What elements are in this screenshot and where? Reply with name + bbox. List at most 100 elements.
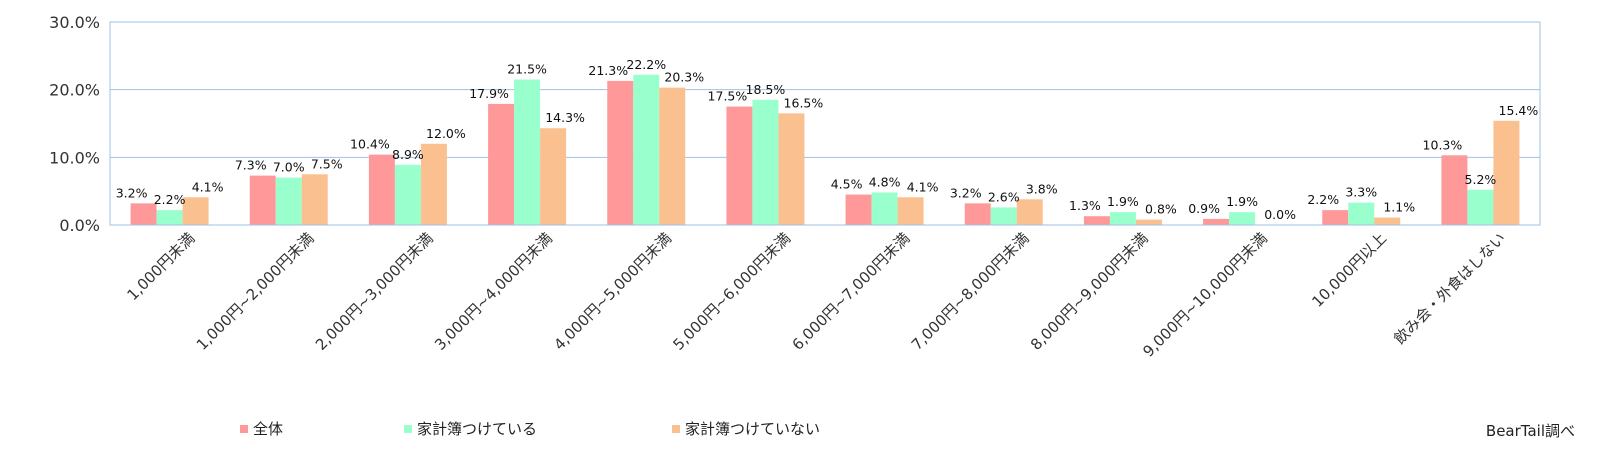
gridlines	[110, 89, 1540, 158]
x-tick-label: 2,000円~3,000円未満	[312, 229, 437, 354]
x-tick-label: 1,000円未満	[123, 229, 198, 304]
bar	[1016, 199, 1043, 225]
data-label: 4.1%	[907, 179, 939, 194]
y-tick-label: 0.0%	[59, 216, 100, 235]
bar	[659, 87, 686, 226]
x-axis: 1,000円未満1,000円~2,000円未満2,000円~3,000円未満3,…	[110, 224, 1540, 361]
data-label: 3.2%	[116, 185, 148, 200]
bar	[964, 203, 991, 225]
data-label: 10.3%	[1423, 137, 1463, 152]
bar	[1374, 217, 1401, 225]
x-tick-label: 4,000円~5,000円未満	[550, 229, 675, 354]
y-tick-label: 10.0%	[49, 148, 100, 167]
bar	[301, 174, 328, 225]
bar	[275, 177, 302, 225]
legend-item-all: 全体	[240, 418, 404, 439]
bar	[182, 197, 209, 225]
x-tick-label: 8,000円~9,000円未満	[1027, 229, 1152, 354]
bar	[1203, 218, 1230, 225]
source-note: BearTail調べ	[1485, 422, 1575, 440]
data-label: 2.6%	[988, 189, 1020, 204]
bar	[1109, 212, 1136, 225]
bar	[394, 164, 421, 225]
bar	[1441, 155, 1468, 225]
data-label: 3.2%	[950, 185, 982, 200]
data-label: 0.9%	[1188, 201, 1220, 216]
data-label: 2.2%	[1307, 192, 1339, 207]
bar	[488, 103, 515, 225]
bar	[249, 175, 276, 225]
legend-label-not-keeping-budget: 家計簿つけていない	[685, 420, 821, 438]
data-label: 3.8%	[1026, 181, 1058, 196]
bar	[540, 128, 567, 225]
x-tick-label: 7,000円~8,000円未満	[908, 229, 1033, 354]
x-tick-label: 飲み会・外食はしない	[1390, 229, 1509, 348]
bar	[1135, 219, 1162, 225]
data-label: 21.3%	[588, 63, 628, 78]
bar	[1493, 120, 1520, 225]
legend-item-not-keeping-budget: 家計簿つけていない	[672, 418, 820, 439]
data-label: 1.9%	[1107, 194, 1139, 209]
data-label: 16.5%	[784, 95, 824, 110]
data-label: 1.3%	[1069, 198, 1101, 213]
bar	[752, 99, 779, 225]
data-label: 18.5%	[746, 82, 786, 97]
bar	[1229, 212, 1256, 225]
x-tick-label: 6,000円~7,000円未満	[789, 229, 914, 354]
legend-swatch-not-keeping-budget	[672, 424, 680, 433]
bar	[1467, 189, 1494, 225]
bar	[156, 210, 183, 225]
bar	[368, 154, 395, 225]
bar	[726, 106, 753, 225]
x-tick-label: 9,000円~10,000円未満	[1139, 229, 1271, 361]
data-label: 7.3%	[235, 158, 267, 173]
data-label: 8.9%	[392, 147, 424, 162]
data-label: 12.0%	[426, 126, 466, 141]
data-label: 1.9%	[1226, 194, 1258, 209]
y-tick-label: 20.0%	[49, 81, 100, 100]
data-label: 15.4%	[1499, 103, 1539, 118]
data-labels: 3.2% 2.2% 4.1% 7.3% 7.0% 7.5% 10.4%8.9%12.0% 17…	[116, 57, 1539, 222]
bar	[897, 197, 924, 225]
legend-label-all: 全体	[253, 420, 284, 438]
bar	[607, 80, 634, 226]
bar	[1348, 202, 1375, 225]
bars	[130, 74, 1520, 226]
bar	[845, 194, 872, 225]
data-label: 4.8%	[869, 175, 901, 190]
data-label: 7.5%	[311, 156, 343, 171]
data-label: 14.3%	[545, 110, 585, 125]
bar	[778, 113, 805, 225]
data-label: 21.5%	[507, 62, 547, 77]
y-tick-label: 30.0%	[49, 13, 100, 32]
data-label: 2.2%	[154, 192, 186, 207]
y-axis: 0.0% 10.0% 20.0% 30.0%	[49, 13, 100, 235]
data-label: 10.4%	[350, 137, 390, 152]
bar	[514, 79, 541, 226]
x-tick-label: 5,000円~6,000円未満	[669, 229, 794, 354]
bar	[130, 203, 157, 225]
data-label: 20.3%	[664, 70, 704, 85]
data-label: 4.5%	[831, 177, 863, 192]
x-tick-label: 10,000円以上	[1308, 229, 1390, 311]
data-label: 1.1%	[1383, 200, 1415, 215]
legend-label-keeping-budget: 家計簿つけている	[417, 420, 538, 438]
legend-swatch-all	[240, 424, 248, 433]
data-label: 3.3%	[1345, 185, 1377, 200]
legend: 全体 家計簿つけている 家計簿つけていない	[240, 418, 820, 439]
legend-swatch-keeping-budget	[404, 424, 412, 433]
data-label: 22.2%	[626, 57, 666, 72]
x-tick-label: 3,000円~4,000円未満	[431, 229, 556, 354]
x-tick-label: 1,000円~2,000円未満	[193, 229, 318, 354]
data-label: 17.5%	[708, 89, 748, 104]
data-label: 7.0%	[273, 160, 305, 175]
data-label: 4.1%	[192, 179, 224, 194]
bar	[990, 207, 1017, 225]
data-label: 0.8%	[1145, 202, 1177, 217]
data-label: 5.2%	[1465, 172, 1497, 187]
bar	[871, 192, 898, 225]
bar	[1083, 216, 1110, 225]
bar	[1322, 210, 1349, 225]
bar	[633, 74, 660, 225]
